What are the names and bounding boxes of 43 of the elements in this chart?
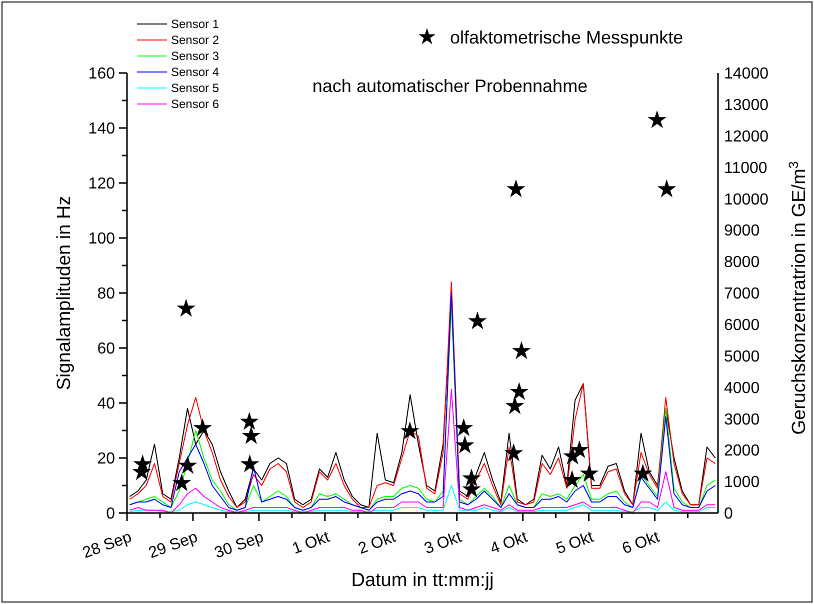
legend-label: Sensor 2 [171,33,220,48]
y-tick-label: 160 [88,66,116,83]
y2-tick-label: 4000 [724,380,760,397]
y2-tick-label: 13000 [724,97,769,114]
y-tick-label: 20 [97,450,116,468]
y-tick-label: 100 [88,230,116,248]
x-tick-label: 28 Sep [80,528,134,562]
y2-tick-label: 12000 [724,128,769,146]
x-tick-label: 2 Okt [356,528,398,558]
y-tick-label: 120 [88,176,116,193]
legend-label: Sensor 5 [171,81,220,96]
y2-tick-label: 0 [724,506,733,523]
y-tick-label: 40 [97,396,116,413]
x-tick-label: 29 Sep [146,528,200,562]
x-tick-label: 1 Okt [290,528,332,558]
y2-tick-label: 6000 [724,317,760,334]
y2-tick-label: 10000 [724,191,769,208]
y2-tick-label: 11000 [724,160,768,177]
y2-tick-label: 1000 [724,474,760,492]
legend-label: olfaktometrische Messpunkte [450,27,684,48]
x-tick-label: 4 Okt [488,528,530,558]
y-tick-label: 0 [106,506,116,523]
y2-tick-label: 7000 [724,286,760,303]
x-tick-label: 5 Okt [554,528,596,558]
y-axis-title: Signalamplituden in Hz [54,196,75,390]
y2-tick-label: 9000 [724,222,760,240]
y2-tick-label: 5000 [724,348,760,366]
annotation: nach automatischer Probennahme [312,76,588,96]
y-tick-label: 140 [88,120,116,138]
y-tick-label: 60 [97,340,116,358]
x-tick-label: 30 Sep [212,528,266,562]
y2-tick-label: 14000 [724,66,769,83]
y2-tick-label: 3000 [724,411,760,428]
x-axis-title: Datum in tt:mm:jj [351,570,494,591]
y-tick-label: 80 [97,286,116,303]
x-tick-label: 6 Okt [620,528,662,558]
legend-label: Sensor 4 [171,65,220,80]
y2-tick-label: 8000 [724,254,760,272]
x-tick-label: 3 Okt [422,528,464,558]
y2-tick-label: 2000 [724,442,760,460]
legend-label: Sensor 6 [171,97,220,112]
legend-label: Sensor 3 [171,49,220,64]
legend-label: Sensor 1 [171,17,220,32]
